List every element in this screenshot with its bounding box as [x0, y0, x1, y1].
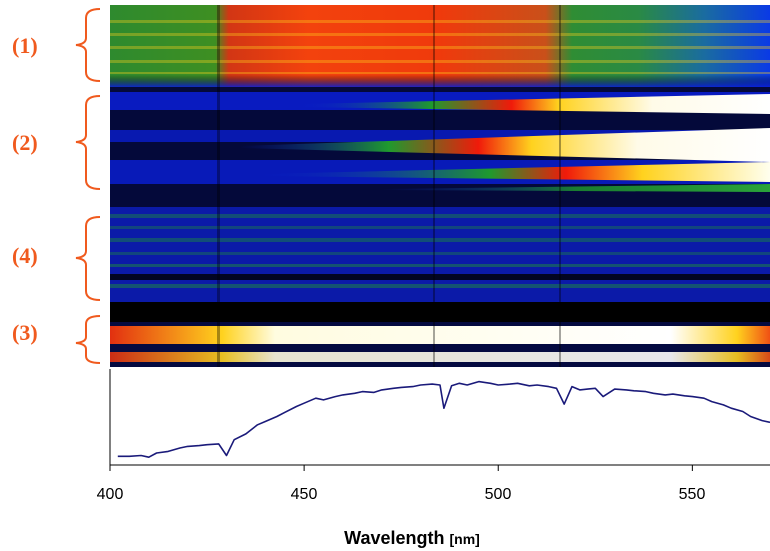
group-labels: (1) (2) (4) (3) [12, 33, 38, 345]
heatmap-band [110, 238, 770, 242]
group-bracket [75, 216, 101, 301]
heatmap-band [110, 214, 770, 218]
x-tick-label: 550 [679, 486, 706, 503]
spectrum-plot [109, 369, 770, 471]
x-axis-title: Wavelength [nm] [344, 528, 480, 548]
heatmap-band [110, 264, 770, 267]
heatmap-band [110, 274, 770, 280]
group-label: (1) [12, 33, 38, 58]
spectrum-series-line [117, 380, 770, 459]
heatmap-band [110, 326, 770, 344]
x-tick-label: 500 [485, 486, 512, 503]
heatmap-streak [300, 94, 770, 114]
x-tick-label: 400 [97, 486, 124, 503]
group-label: (3) [12, 320, 38, 345]
heatmap-streak [260, 162, 770, 182]
heatmap-group-4 [110, 207, 770, 302]
x-axis-unit: [nm] [450, 531, 480, 547]
tick-labels: 400 450 500 550 [97, 486, 706, 503]
group-brackets [75, 8, 101, 364]
heatmap-band [110, 284, 770, 288]
heatmap-band [110, 252, 770, 255]
x-tick-label: 450 [291, 486, 318, 503]
absorption-lines [217, 5, 561, 367]
heatmap-band [110, 226, 770, 229]
heatmap-streak [240, 128, 770, 162]
group-label: (2) [12, 130, 38, 155]
heatmap-streak [380, 184, 770, 192]
group-bracket [75, 8, 101, 82]
group-bracket [75, 315, 101, 364]
x-axis-label: Wavelength [344, 528, 444, 548]
x-ticks [109, 465, 693, 471]
spectrogram-image [110, 5, 770, 367]
heatmap-group-1-texture [110, 20, 770, 74]
group-bracket [75, 95, 101, 190]
heatmap-band [110, 352, 770, 362]
group-label: (4) [12, 243, 38, 268]
heatmap-gap [110, 302, 770, 322]
heatmap-group-1-shade [110, 5, 770, 87]
